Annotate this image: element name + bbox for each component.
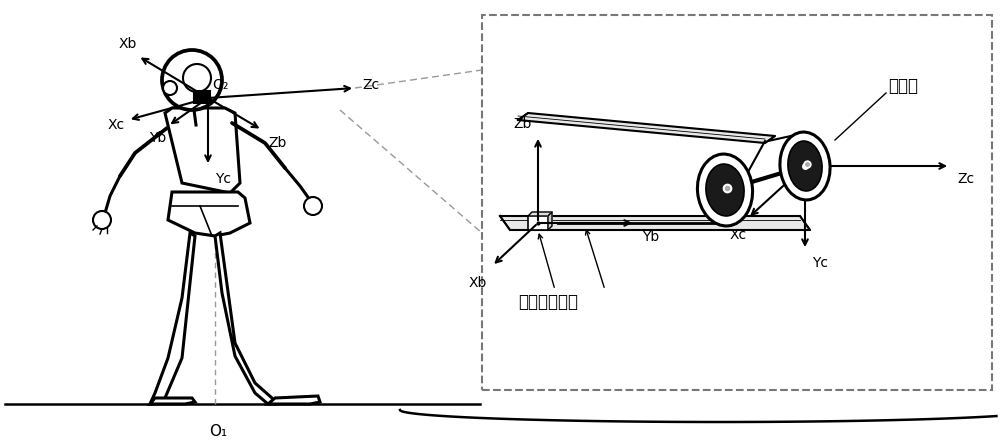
Text: Yb: Yb [642, 230, 659, 244]
Text: 组合惯性器件: 组合惯性器件 [518, 293, 578, 311]
Text: Xb: Xb [469, 276, 487, 290]
Polygon shape [165, 108, 240, 193]
Bar [528, 216, 548, 230]
Text: 摄像头: 摄像头 [888, 77, 918, 95]
Circle shape [163, 81, 177, 95]
Polygon shape [518, 113, 775, 143]
Text: Zc: Zc [362, 78, 379, 92]
Text: Xc: Xc [107, 118, 125, 132]
Bar [482, 15, 992, 390]
Text: O₁: O₁ [209, 424, 227, 439]
Circle shape [304, 197, 322, 215]
Ellipse shape [706, 164, 744, 216]
Circle shape [93, 211, 111, 229]
Text: Xb: Xb [119, 37, 137, 51]
Polygon shape [150, 398, 195, 404]
Polygon shape [548, 212, 552, 230]
Text: Yb: Yb [149, 131, 167, 145]
Text: Yc: Yc [812, 256, 828, 270]
Polygon shape [268, 396, 320, 404]
Text: O₂: O₂ [212, 78, 228, 92]
Polygon shape [150, 233, 195, 404]
Polygon shape [500, 216, 810, 230]
Ellipse shape [697, 154, 753, 226]
Text: Yc: Yc [215, 172, 231, 186]
Circle shape [162, 50, 222, 110]
Ellipse shape [788, 141, 822, 191]
Text: Xc: Xc [729, 228, 747, 242]
Polygon shape [528, 212, 552, 216]
Bar [194, 91, 210, 103]
Polygon shape [168, 192, 250, 236]
Ellipse shape [780, 132, 830, 200]
Polygon shape [215, 233, 275, 404]
Text: Zb: Zb [268, 136, 286, 150]
Text: Zb: Zb [514, 117, 532, 131]
Text: Zc: Zc [957, 172, 974, 186]
